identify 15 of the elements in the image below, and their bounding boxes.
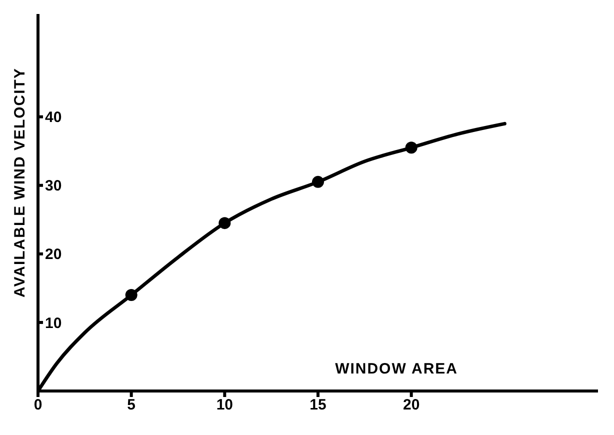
y-tick-label: 20 bbox=[45, 246, 62, 264]
y-axis-title: AVAILABLE WIND VELOCITY bbox=[11, 68, 28, 298]
y-tick-label: 10 bbox=[45, 314, 62, 332]
point bbox=[405, 142, 418, 154]
point bbox=[218, 217, 231, 230]
x-tick-label: 0 bbox=[34, 396, 42, 414]
point bbox=[125, 289, 138, 302]
point bbox=[312, 176, 324, 188]
y-tick-label: 30 bbox=[45, 178, 62, 195]
x-axis-title: WINDOW AREA bbox=[335, 360, 458, 378]
x-tick-label: 10 bbox=[216, 396, 234, 414]
y-tick-label: 40 bbox=[45, 109, 62, 126]
x-tick-label: 5 bbox=[127, 396, 136, 414]
x-tick-label: 15 bbox=[310, 396, 326, 414]
x-tick-label: 20 bbox=[402, 396, 420, 414]
